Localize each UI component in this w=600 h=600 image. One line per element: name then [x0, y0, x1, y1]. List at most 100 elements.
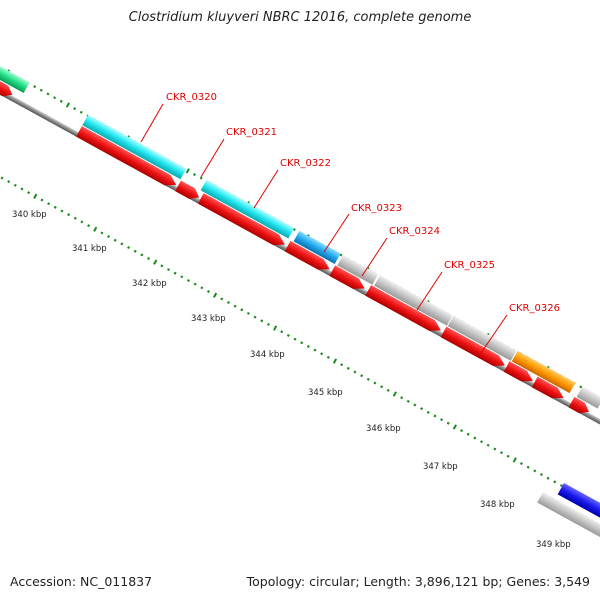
scale-label-343: 343 kbp [191, 314, 226, 324]
inner-tick-51 [340, 363, 344, 367]
cds-arrow-5 [329, 265, 365, 289]
inner-tick-38 [253, 315, 257, 319]
cds-arrow-4 [284, 240, 330, 270]
gene-label-ckr-0322[interactable]: CKR_0322 [280, 158, 331, 169]
inner-tick-83 [553, 480, 557, 484]
inner-tick-74 [493, 447, 497, 451]
inner-tick-31 [206, 289, 210, 294]
inner-tick-53 [353, 370, 357, 374]
inner-tick-28 [186, 279, 190, 283]
cds-arrow-0 [0, 71, 13, 97]
inner-tick-10 [67, 213, 71, 217]
inner-tick-7 [47, 202, 51, 206]
scale-labels: 340 kbp 341 kbp 342 kbp 343 kbp 344 kbp … [12, 210, 571, 550]
inner-tick-6 [40, 198, 44, 202]
inner-tick-58 [386, 388, 390, 392]
inner-tick-71 [473, 436, 477, 440]
inner-tick-76 [506, 454, 510, 458]
inner-tick-69 [460, 429, 464, 433]
outer-tick-28 [192, 173, 196, 177]
gene-label-leaders [140, 103, 508, 354]
outer-tick-9 [65, 102, 70, 108]
inner-tick-42 [280, 330, 284, 334]
feature-track-lower [537, 482, 600, 542]
inner-tick-61 [406, 399, 410, 403]
inner-tick-35 [233, 304, 237, 308]
inner-tick-57 [380, 385, 384, 389]
inner-tick-25 [167, 268, 170, 272]
gene-label-ckr-0320[interactable]: CKR_0320 [166, 92, 217, 103]
blue-feature [293, 230, 341, 265]
scale-label-346: 346 kbp [366, 424, 401, 434]
gene-label-ckr-0324[interactable]: CKR_0324 [389, 226, 440, 237]
inner-tick-55 [366, 377, 370, 381]
inner-tick-11 [73, 216, 77, 220]
map-title: Clostridium kluyveri NBRC 12016, complet… [128, 10, 472, 25]
outer-tick-86 [579, 385, 583, 389]
outer-tick-11 [79, 110, 83, 114]
inner-tick-16 [107, 235, 111, 239]
inner-tick-40 [266, 322, 270, 326]
inner-tick-64 [426, 410, 430, 414]
outer-tick-4 [33, 85, 37, 89]
inner-tick-21 [140, 253, 144, 257]
inner-tick-44 [293, 337, 297, 341]
inner-tick-68 [452, 424, 457, 430]
blue-dark-feature [557, 482, 600, 533]
inner-tick-17 [113, 238, 117, 242]
inner-tick-60 [400, 396, 404, 400]
gene-label-ckr-0325[interactable]: CKR_0325 [444, 260, 495, 271]
scale-label-349: 349 kbp [536, 540, 571, 550]
outer-tick-7 [53, 96, 57, 100]
inner-tick-18 [120, 242, 124, 246]
outer-tick-27 [185, 168, 190, 174]
inner-tick-70 [466, 432, 470, 436]
inner-tick-14 [93, 226, 98, 232]
gene-label-ckr-0323[interactable]: CKR_0323 [351, 203, 402, 214]
inner-tick-80 [533, 469, 537, 473]
inner-tick-12 [80, 220, 84, 224]
inner-tick-9 [60, 209, 64, 213]
inner-tick-24 [160, 264, 164, 268]
cds-arrow-3 [197, 193, 285, 246]
inner-tick-34 [226, 300, 230, 304]
inner-tick-39 [260, 319, 264, 323]
outer-tick-8 [59, 99, 63, 103]
scale-label-347: 347 kbp [423, 462, 458, 472]
cds-track [0, 71, 590, 414]
inner-tick-79 [526, 465, 530, 469]
inner-tick-75 [500, 451, 503, 455]
inner-tick-8 [53, 205, 57, 209]
inner-tick-33 [220, 297, 224, 301]
inner-tick-41 [273, 325, 278, 331]
genome-summary: Topology: circular; Length: 3,896,121 bp… [246, 574, 590, 589]
cds-arrow-2 [175, 180, 200, 199]
outer-tick-10 [73, 107, 77, 111]
inner-tick-77 [512, 457, 517, 463]
scale-label-341: 341 kbp [72, 244, 107, 254]
inner-tick-52 [346, 366, 350, 370]
inner-tick-19 [127, 246, 131, 250]
cds-arrow-7 [440, 326, 505, 366]
inner-tick-65 [433, 414, 437, 418]
inner-tick-37 [246, 311, 250, 315]
inner-tick-20 [133, 249, 137, 253]
green-feature [0, 59, 30, 94]
inner-tick-49 [326, 355, 330, 359]
inner-tick-30 [200, 286, 204, 290]
feature-track-outer [0, 59, 600, 409]
inner-tick-43 [286, 333, 290, 337]
inner-tick-56 [373, 381, 377, 385]
gray-feature-4 [576, 386, 600, 409]
outer-tick-5 [39, 88, 43, 92]
gene-label-ckr-0326[interactable]: CKR_0326 [509, 303, 560, 314]
gene-label-ckr-0321[interactable]: CKR_0321 [226, 127, 277, 138]
gray-feature-3 [447, 315, 517, 361]
cds-arrow-8 [503, 361, 533, 382]
inner-tick-32 [213, 292, 218, 298]
inner-tick-23 [153, 259, 158, 265]
inner-tick-84 [559, 484, 563, 488]
scale-label-340: 340 kbp [12, 210, 47, 220]
outer-tick-6 [46, 92, 50, 96]
